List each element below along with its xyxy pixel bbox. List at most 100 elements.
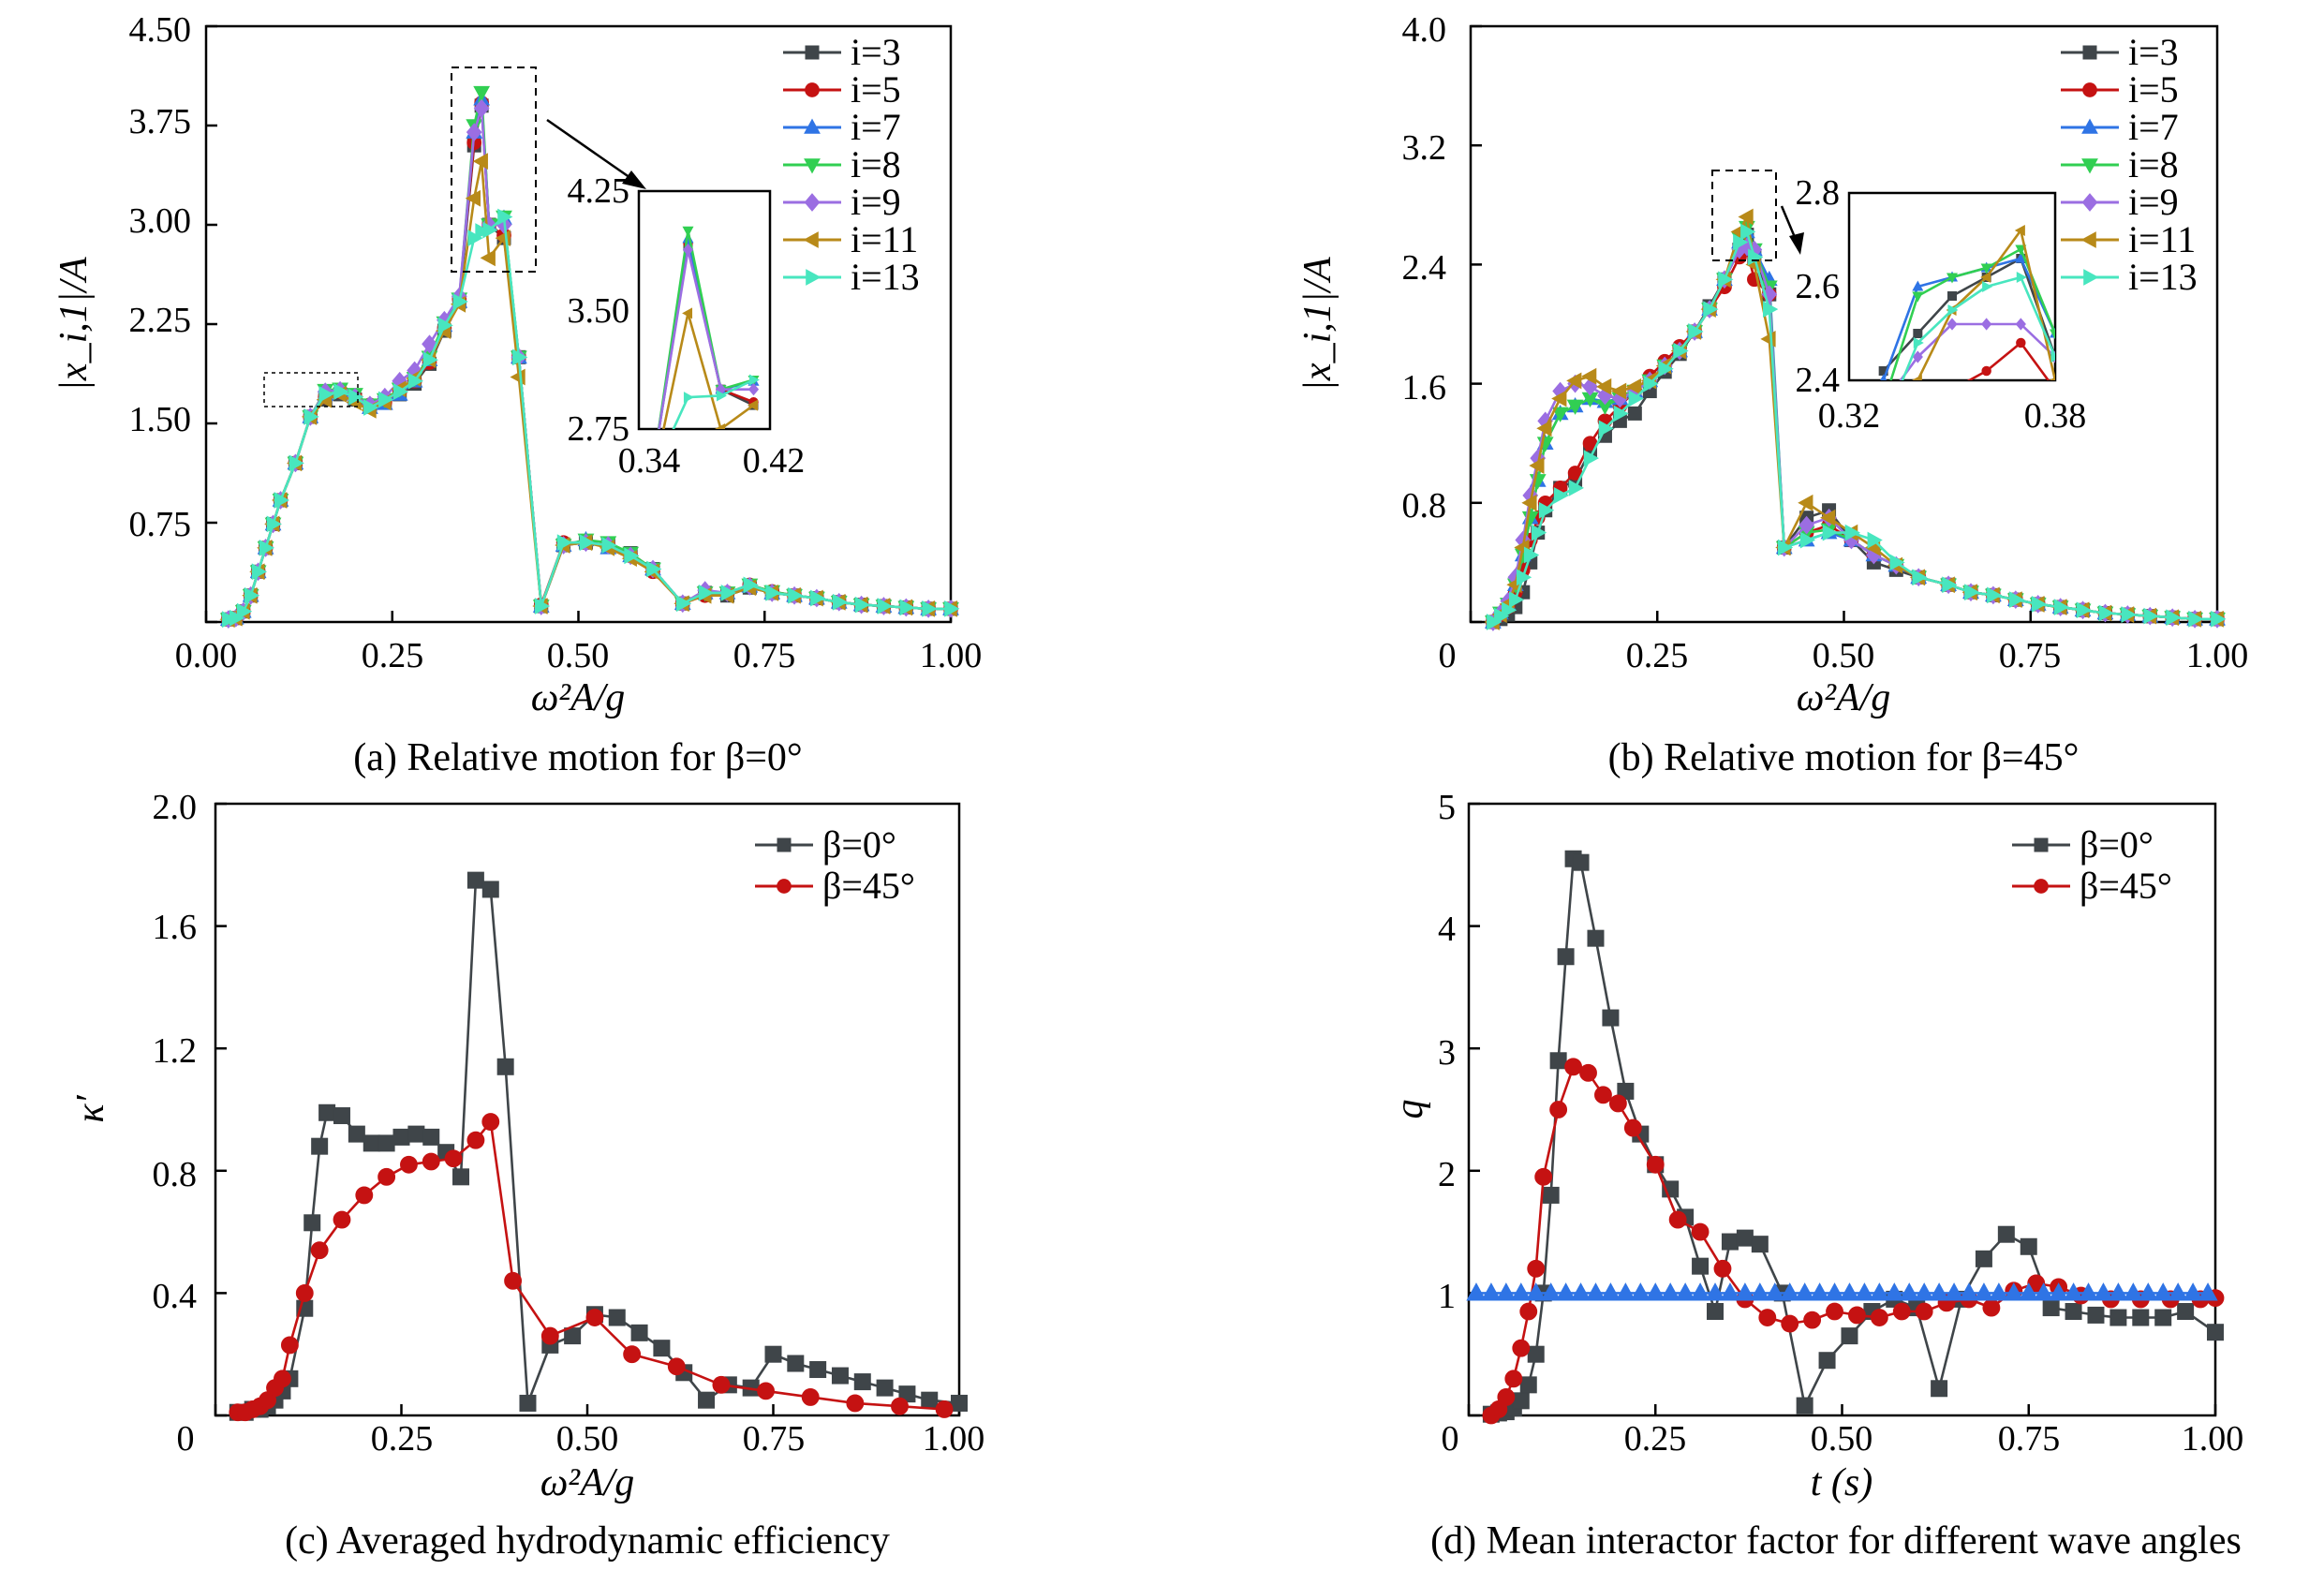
series-beta45-point xyxy=(1848,1306,1866,1325)
series-i13-point xyxy=(698,585,715,601)
series-beta0-point xyxy=(1557,948,1575,966)
inset-series-i5-point xyxy=(2016,337,2026,348)
panel-d-ytick: 2 xyxy=(1438,1155,1456,1194)
series-i13-point xyxy=(556,534,573,552)
panel-a-plot xyxy=(219,85,960,629)
series-beta0-point xyxy=(1549,1052,1567,1070)
series-beta0-point xyxy=(1542,1186,1560,1204)
legend-label: i=9 xyxy=(851,181,901,223)
inset-series-i9 xyxy=(658,244,760,429)
series-beta0-point xyxy=(1602,1009,1620,1027)
series-beta0-point xyxy=(1527,1345,1545,1363)
series-ref-point xyxy=(1541,1282,1562,1301)
legend-marker xyxy=(2081,193,2098,212)
series-i13-point xyxy=(437,317,453,334)
series-beta0-point xyxy=(1512,1392,1530,1410)
inset-series-i5-line xyxy=(1966,341,2050,380)
series-beta45-point xyxy=(1519,1302,1538,1321)
legend-item-i7: i=7 xyxy=(2061,106,2179,148)
inset-series-i8-point xyxy=(1980,263,1992,274)
series-beta0-point xyxy=(2207,1324,2224,1341)
series-i13-point xyxy=(1987,586,2003,604)
series-ref-point xyxy=(2138,1282,2158,1301)
series-i13-point xyxy=(1740,223,1756,241)
series-i13-point xyxy=(1502,601,1517,619)
series-ref-point xyxy=(1720,1282,1740,1301)
panel-d-plot xyxy=(1466,850,2225,1425)
series-beta0-point xyxy=(311,1137,329,1155)
series-i8-point xyxy=(1566,399,1584,415)
legend-item-beta0: β=0° xyxy=(2012,823,2154,866)
series-i13-point xyxy=(1487,614,1502,630)
panel-b-ytick: 1.6 xyxy=(1402,368,1447,407)
panel-a-ytick: 4.50 xyxy=(129,10,192,50)
legend-marker xyxy=(804,158,821,174)
series-ref-point xyxy=(1735,1282,1755,1301)
series-beta0-point xyxy=(2020,1237,2037,1255)
panel-a-xtick: 1.00 xyxy=(920,636,983,675)
series-i13-point xyxy=(452,293,468,310)
series-beta0-point xyxy=(496,1058,514,1075)
series-i13-point xyxy=(1688,323,1704,340)
panel-b-zoom-box xyxy=(1711,170,1777,261)
inset-series-i13-point xyxy=(2016,271,2027,284)
legend-label: i=7 xyxy=(2128,106,2179,148)
series-i13-point xyxy=(1643,375,1659,392)
series-beta45-point xyxy=(1803,1311,1822,1329)
series-beta0-point xyxy=(951,1394,968,1412)
panel-b: 4.0 3.2 2.4 1.6 0.8 0 0.25 0.50 0.75 1.0… xyxy=(1296,10,2248,779)
panel-b-inset-ytick: 2.8 xyxy=(1796,173,1841,213)
panel-a-xtick: 0.00 xyxy=(175,636,238,675)
series-i13-point xyxy=(1718,271,1734,289)
series-ref-point xyxy=(1765,1282,1785,1301)
inset-series-i8-point xyxy=(2015,244,2027,256)
legend-item-i11: i=11 xyxy=(2061,218,2196,260)
inset-series-i11-point xyxy=(2014,224,2025,237)
series-ref-point xyxy=(2034,1282,2054,1301)
panel-a-xtick: 0.75 xyxy=(733,636,796,675)
panel-a-ylabel: |x_i,1|/A xyxy=(52,257,96,392)
series-i13-point xyxy=(579,534,595,552)
panel-a-xlabel: ω²A/g xyxy=(531,676,626,719)
series-beta0-point xyxy=(2109,1309,2127,1326)
series-beta0-point xyxy=(452,1168,470,1186)
legend-label: i=13 xyxy=(2128,256,2198,298)
panel-a-inset-ticklabels: 4.25 3.50 2.75 0.34 0.42 xyxy=(568,171,806,481)
legend-label: i=3 xyxy=(2128,31,2179,73)
inset-series-i13-point xyxy=(1913,336,1924,349)
series-beta45-point xyxy=(623,1345,642,1364)
series-beta0-point xyxy=(809,1361,827,1379)
series-beta0-point xyxy=(1721,1233,1739,1251)
series-ref-point xyxy=(1989,1282,2009,1301)
inset-series-i11-point xyxy=(748,399,759,411)
series-i13-point xyxy=(1799,531,1816,549)
series-ref-point xyxy=(1675,1282,1695,1301)
inset-series-i9-point xyxy=(748,383,760,396)
series-beta45-point xyxy=(846,1394,865,1413)
series-beta0-point xyxy=(1519,1376,1537,1394)
legend-marker xyxy=(806,269,822,286)
panel-c-legend: β=0°β=45° xyxy=(755,823,915,907)
series-i13-point xyxy=(1523,546,1540,564)
series-i13-point xyxy=(497,208,513,226)
series-beta45-point xyxy=(377,1167,396,1186)
series-i13-point xyxy=(467,230,483,247)
series-i13-point xyxy=(1568,480,1585,496)
series-beta45-point xyxy=(891,1397,909,1415)
series-i13-point xyxy=(222,611,238,629)
series-beta0-point xyxy=(1841,1327,1858,1345)
inset-series-i5-point xyxy=(1981,365,1991,377)
legend-marker xyxy=(803,231,819,248)
inset-series-i9-line xyxy=(1899,322,2055,380)
series-beta45-point xyxy=(935,1400,954,1418)
series-i13-point xyxy=(2031,596,2048,613)
panel-a: 4.50 3.75 3.00 2.25 1.50 0.75 0.00 0.25 … xyxy=(52,10,982,779)
series-i11-point xyxy=(1566,372,1582,390)
series-ref-point xyxy=(1809,1282,1830,1301)
series-i13-point xyxy=(1516,569,1532,586)
panel-c-tick-labels-x: 0 0.25 0.50 0.75 1.00 xyxy=(177,1419,985,1459)
series-i13-point xyxy=(348,388,364,406)
legend-marker xyxy=(2081,118,2098,134)
series-beta45-point xyxy=(1608,1094,1627,1113)
series-ref-point xyxy=(1555,1282,1576,1301)
